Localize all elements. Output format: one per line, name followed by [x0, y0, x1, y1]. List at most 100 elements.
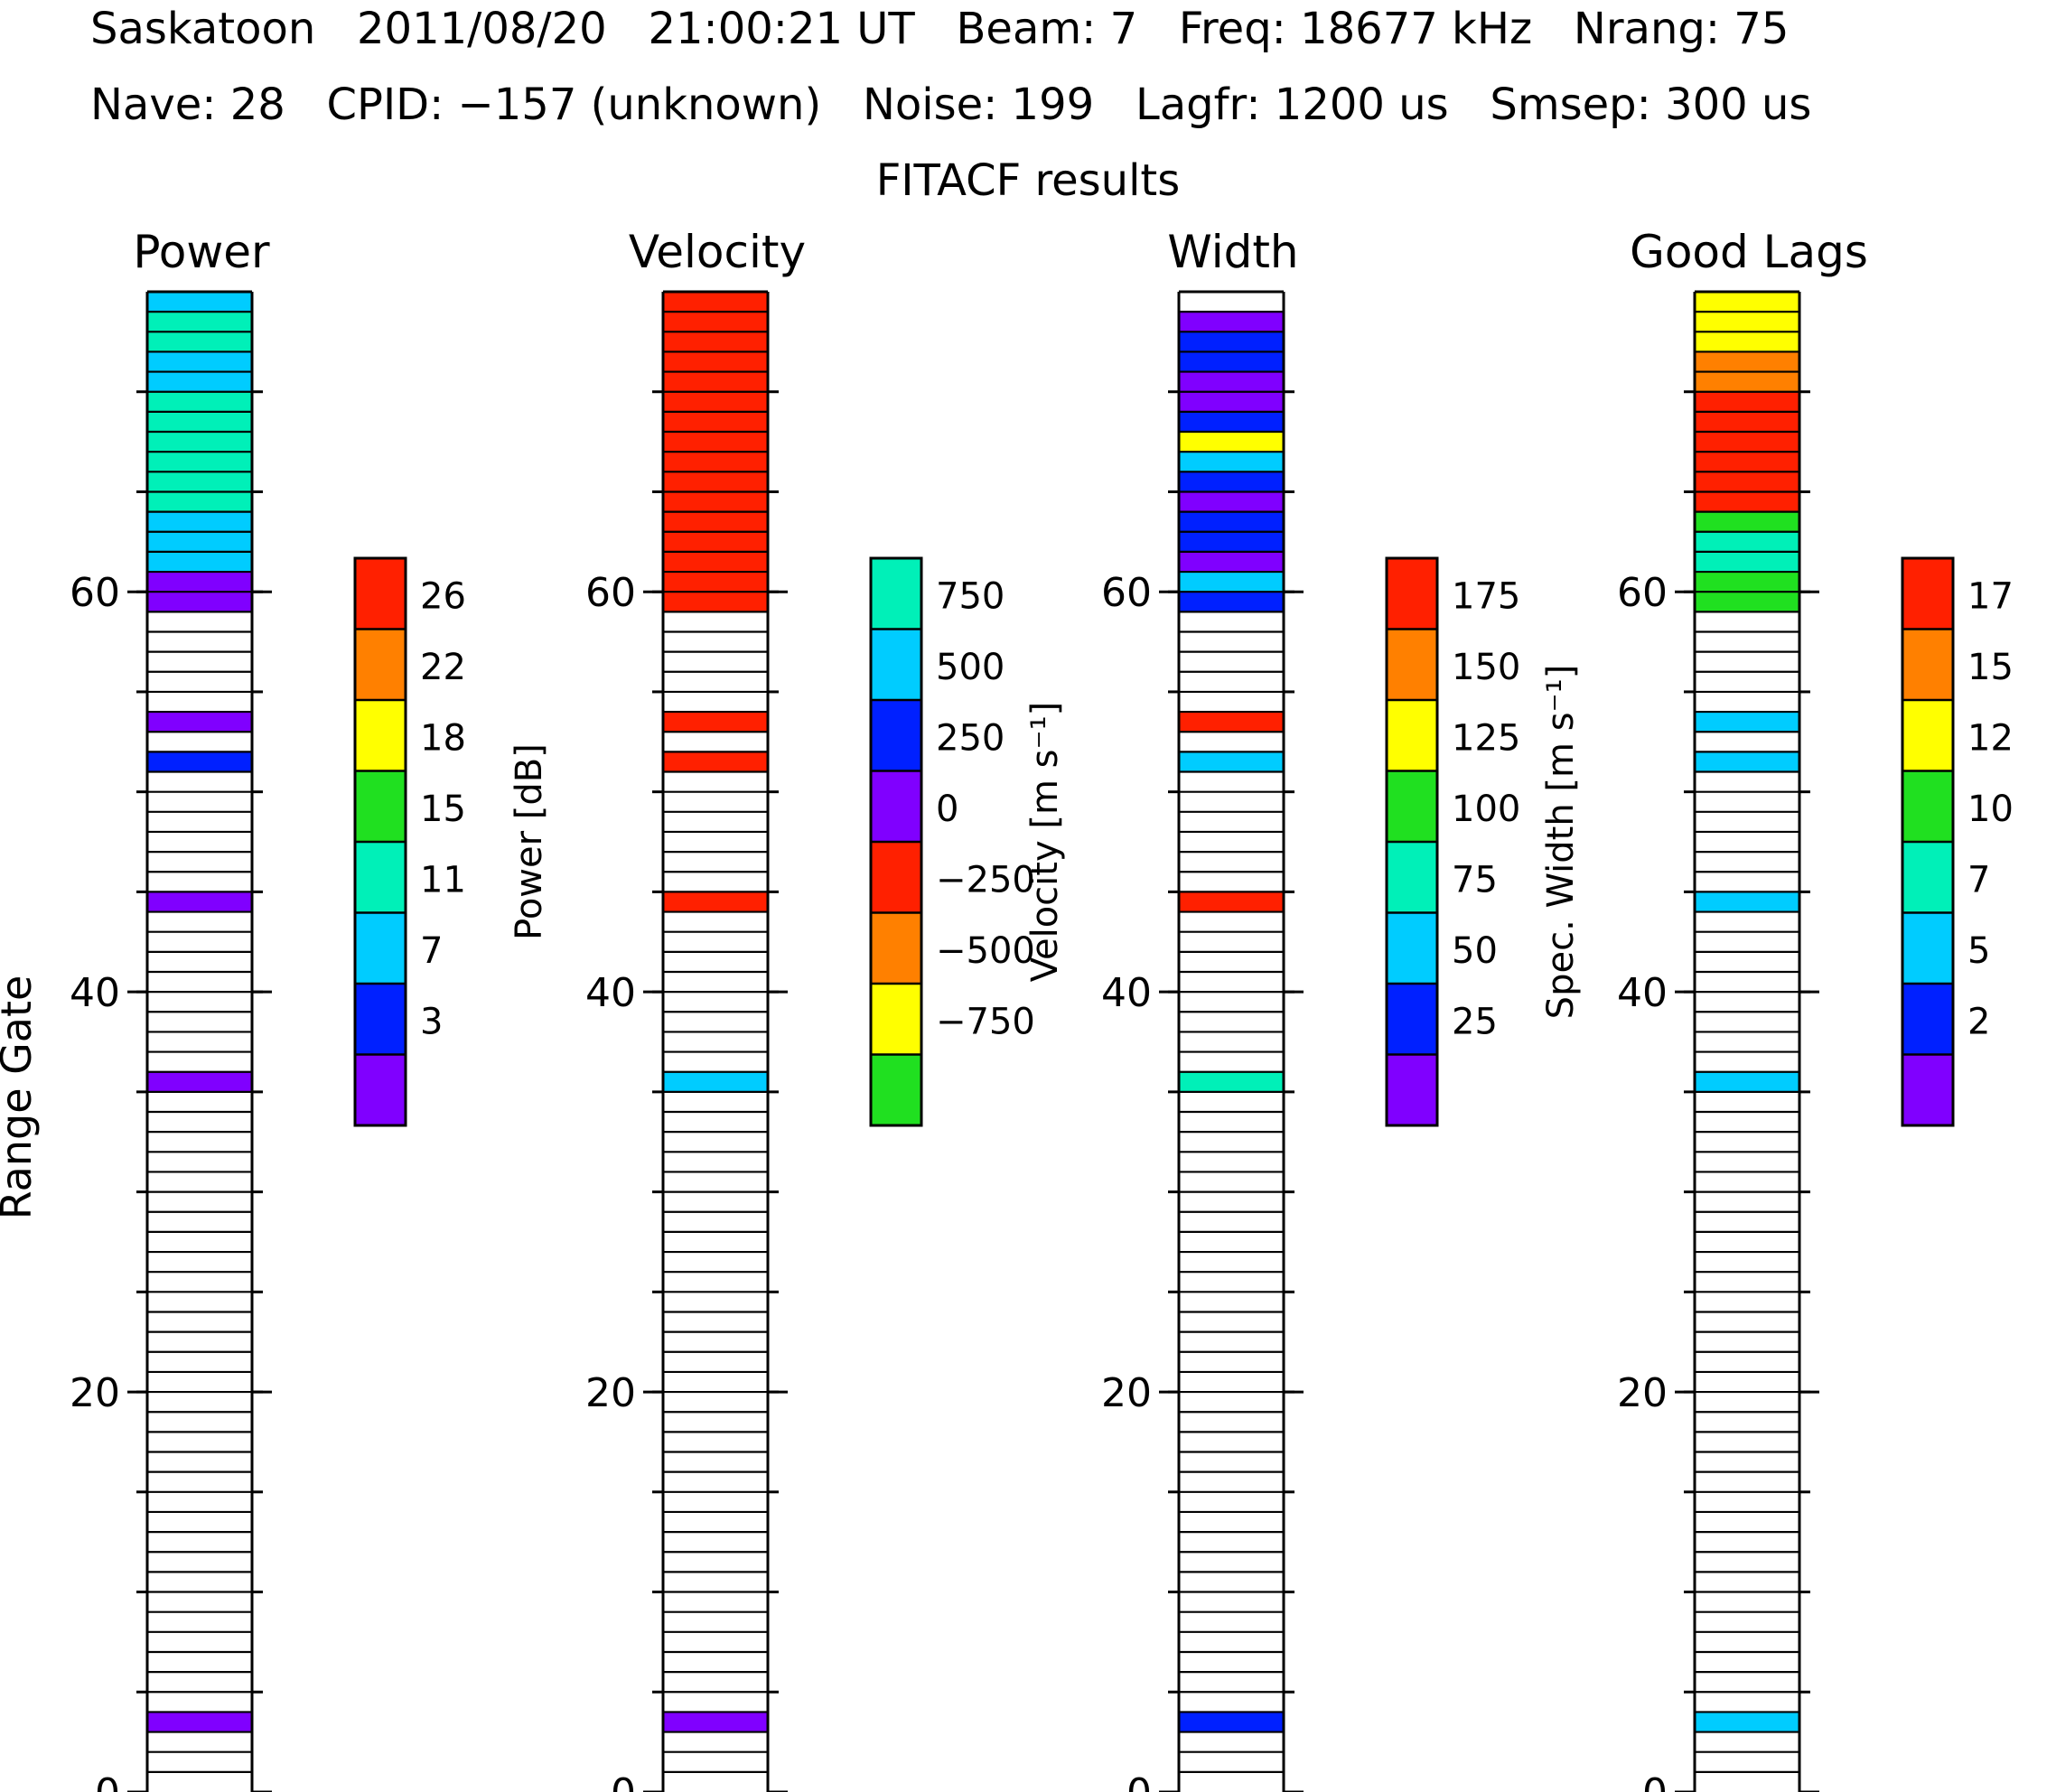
gate-cell — [663, 531, 768, 552]
y-tick-label: 20 — [1101, 1370, 1152, 1416]
gate-cell — [1179, 371, 1284, 392]
panel-title-velocity: Velocity — [629, 226, 806, 278]
gate-cell — [663, 712, 768, 733]
colorbar-tick-label: 75 — [1452, 859, 1498, 901]
gate-cell — [1695, 371, 1799, 392]
gate-cell — [147, 1712, 252, 1732]
y-tick-label: 0 — [95, 1770, 120, 1792]
colorbar-segment — [871, 558, 921, 630]
colorbar-segment — [1902, 1054, 1953, 1125]
colorbar-tick-label: 7 — [420, 930, 443, 972]
gate-cell — [147, 371, 252, 392]
gate-cell — [147, 312, 252, 332]
colorbar-frame — [1385, 556, 1439, 1127]
colorbar-tick-label: −250 — [936, 859, 1035, 901]
gate-cell — [1179, 891, 1284, 912]
colorbar-segment — [355, 1054, 406, 1125]
colorbar-frame — [869, 556, 923, 1127]
gate-cell — [1179, 351, 1284, 372]
gate-cell — [1695, 1071, 1799, 1092]
gate-cell — [147, 471, 252, 492]
gate-cell — [147, 712, 252, 733]
gate-cell — [147, 891, 252, 912]
gate-cell — [147, 411, 252, 433]
gate-cell — [147, 292, 252, 313]
gate-cell — [663, 312, 768, 332]
gate-cell — [1179, 432, 1284, 453]
gate-cell — [1695, 471, 1799, 492]
gate-cell — [1179, 391, 1284, 412]
gate-cell — [1695, 331, 1799, 352]
gate-cell — [147, 592, 252, 612]
y-tick-label: 20 — [585, 1370, 636, 1416]
gate-cell — [663, 1071, 768, 1092]
colorbar-segment — [355, 629, 406, 700]
gate-cell — [663, 572, 768, 593]
panel-title-good-lags: Good Lags — [1630, 226, 1868, 278]
gate-cell — [147, 351, 252, 372]
colorbar-segment — [871, 700, 921, 771]
colorbar-segment — [355, 770, 406, 842]
colorbar-tick-label: 15 — [420, 789, 466, 830]
gate-cell — [1695, 1712, 1799, 1732]
gate-cell — [1695, 292, 1799, 313]
gate-cell — [147, 432, 252, 453]
colorbar-segment — [871, 1054, 921, 1125]
header-line-1: Saskatoon 2011/08/20 21:00:21 UT Beam: 7… — [90, 4, 1790, 54]
colorbar-segment — [355, 700, 406, 771]
colorbar-label-power: Power [dB] — [509, 743, 550, 940]
colorbar-tick-label: 2 — [1967, 1001, 1990, 1042]
colorbar-tick-label: 17 — [1967, 575, 2014, 617]
y-tick-label: 20 — [70, 1370, 120, 1416]
colorbar-tick-label: 22 — [420, 647, 466, 688]
colorbar-tick-label: 12 — [1967, 717, 2014, 759]
gate-cell — [663, 331, 768, 352]
y-axis-label: Range Gate — [0, 975, 41, 1220]
gate-cell — [1695, 391, 1799, 412]
colorbar-tick-label: 500 — [936, 647, 1005, 688]
gate-cell — [147, 511, 252, 532]
colorbar-segment — [355, 558, 406, 630]
gate-cell — [147, 331, 252, 352]
colorbar-segment — [1387, 770, 1437, 842]
gate-cell — [1179, 411, 1284, 433]
y-tick-label: 40 — [585, 970, 636, 1016]
gate-cell — [663, 371, 768, 392]
colorbar-tick-label: 7 — [1967, 859, 1990, 901]
gate-cell — [1179, 572, 1284, 593]
gate-cell — [147, 452, 252, 472]
colorbar-segment — [1387, 558, 1437, 630]
colorbar-segment — [1902, 700, 1953, 771]
colorbar-label-velocity: Velocity [m s⁻¹] — [1024, 702, 1066, 983]
gate-cell — [1695, 452, 1799, 472]
gate-cell — [1179, 751, 1284, 772]
gate-cell — [1695, 312, 1799, 332]
colorbar-segment — [1902, 984, 1953, 1055]
gate-cell — [663, 292, 768, 313]
colorbar-frame — [1901, 556, 1955, 1127]
colorbar-tick-label: 5 — [1967, 930, 1990, 972]
colorbar-tick-label: 100 — [1452, 789, 1520, 830]
colorbar-segment — [1902, 912, 1953, 984]
gate-cell — [1179, 1712, 1284, 1732]
gate-cell — [147, 551, 252, 573]
colorbar-segment — [1387, 1054, 1437, 1125]
gate-cell — [147, 531, 252, 552]
gate-cell — [663, 452, 768, 472]
colorbar-tick-label: 250 — [936, 717, 1005, 759]
colorbar-segment — [871, 984, 921, 1055]
colorbar-segment — [871, 842, 921, 913]
gate-cell — [147, 491, 252, 512]
gate-cell — [1695, 592, 1799, 612]
gate-cell — [1179, 712, 1284, 733]
y-tick-label: 60 — [585, 570, 636, 616]
gate-cell — [1179, 1071, 1284, 1092]
gate-cell — [1695, 491, 1799, 512]
gate-cell — [663, 471, 768, 492]
y-tick-label: 40 — [1101, 970, 1152, 1016]
colorbar-frame — [353, 556, 407, 1127]
gate-cell — [663, 751, 768, 772]
colorbar-label-width: Spec. Width [m s⁻¹] — [1540, 665, 1582, 1020]
colorbar-segment — [871, 629, 921, 700]
colorbar-tick-label: 175 — [1452, 575, 1520, 617]
